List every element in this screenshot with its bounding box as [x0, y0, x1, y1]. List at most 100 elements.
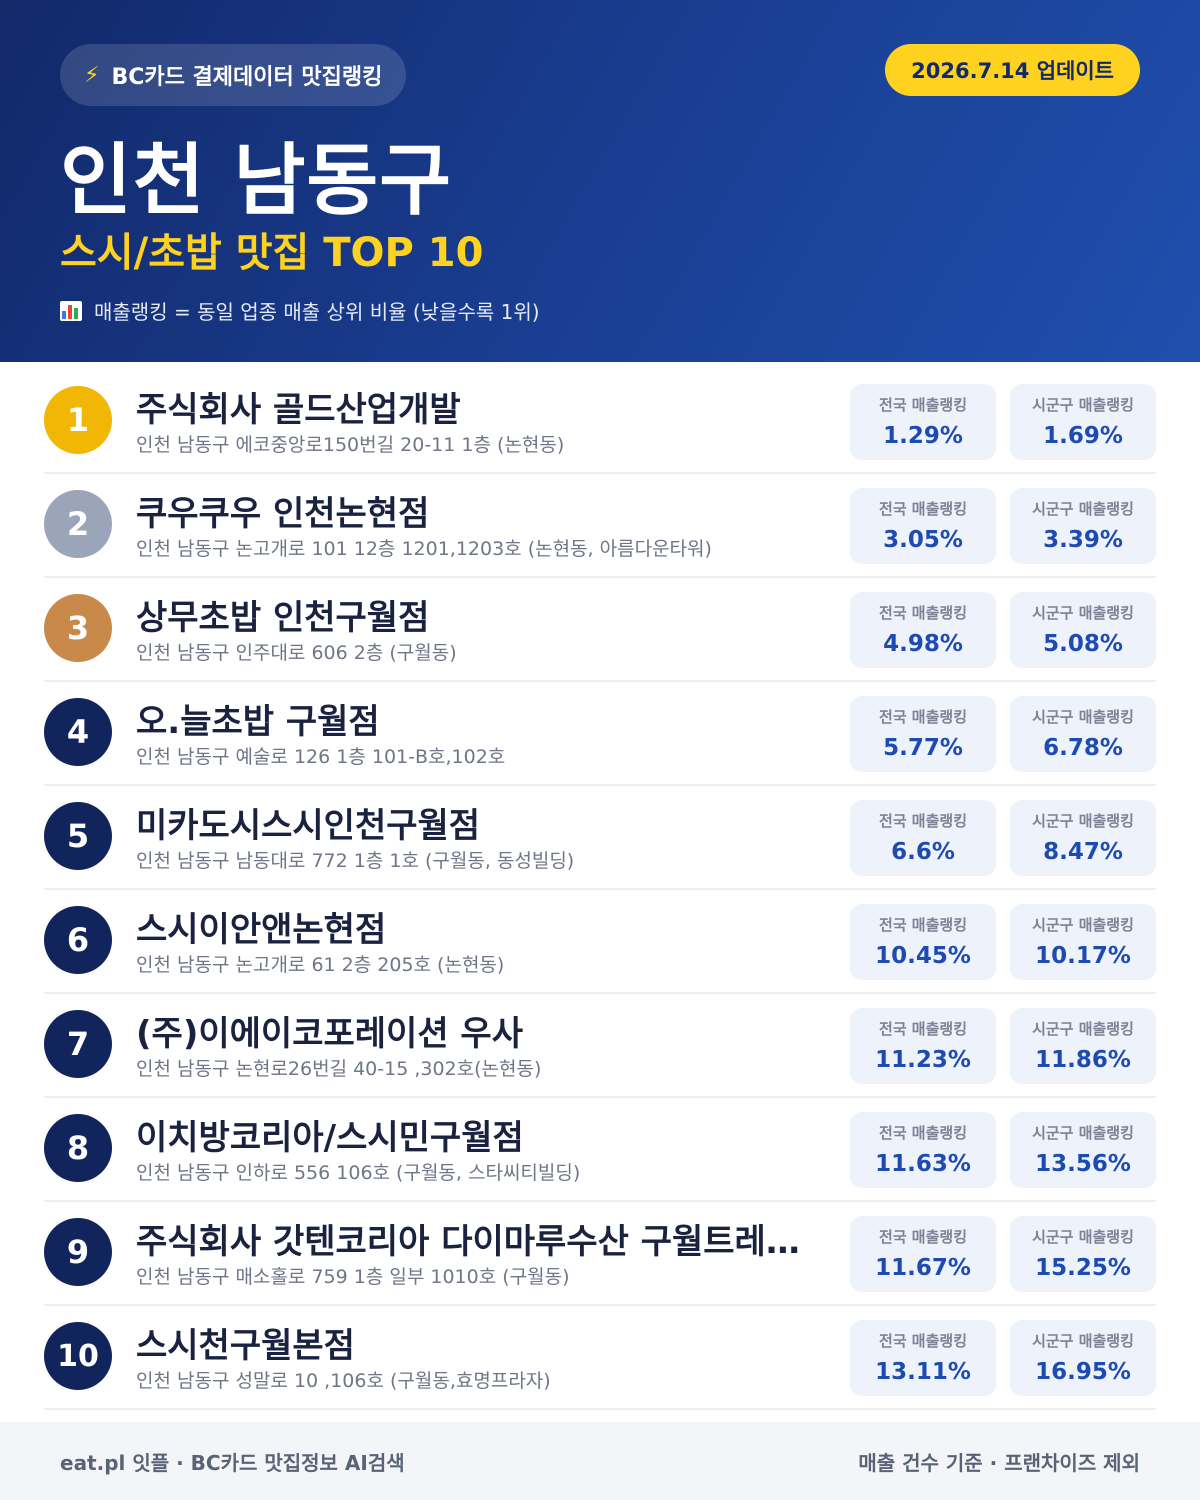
district-ranking-value: 16.95%: [1035, 1359, 1131, 1385]
restaurant-address: 인천 남동구 예술로 126 1층 101-B호,102호: [136, 746, 506, 768]
district-ranking-box: 시군구 매출랭킹 15.25%: [1010, 1216, 1156, 1292]
rank-badge: 9: [44, 1218, 112, 1286]
restaurant-name[interactable]: 스시이안앤논현점: [136, 910, 387, 950]
header-banner: ⚡ BC카드 결제데이터 맛집랭킹 2026.7.14 업데이트 인천 남동구 …: [0, 0, 1200, 362]
national-ranking-label: 전국 매출랭킹: [878, 1332, 968, 1350]
restaurant-address: 인천 남동구 에코중앙로150번길 20-11 1층 (논현동): [136, 434, 565, 456]
page-title: 인천 남동구: [60, 136, 452, 226]
national-ranking-box: 전국 매출랭킹 11.63%: [850, 1112, 996, 1188]
district-ranking-box: 시군구 매출랭킹 3.39%: [1010, 488, 1156, 564]
district-ranking-box: 시군구 매출랭킹 5.08%: [1010, 592, 1156, 668]
restaurant-address: 인천 남동구 성말로 10 ,106호 (구월동,효명프라자): [136, 1370, 551, 1392]
list-item[interactable]: 4 오.늘초밥 구월점 인천 남동구 예술로 126 1층 101-B호,102호 전…: [44, 682, 1156, 786]
restaurant-name[interactable]: (주)이에이코포레이션 우사: [136, 1014, 523, 1054]
district-ranking-label: 시군구 매출랭킹: [1032, 1124, 1134, 1142]
rank-badge: 5: [44, 802, 112, 870]
national-ranking-value: 10.45%: [875, 943, 971, 969]
district-ranking-label: 시군구 매출랭킹: [1032, 708, 1134, 726]
district-ranking-value: 3.39%: [1043, 527, 1123, 553]
district-ranking-label: 시군구 매출랭킹: [1032, 1228, 1134, 1246]
page-subtitle: 스시/초밥 맛집 TOP 10: [60, 230, 484, 276]
rank-badge: 1: [44, 386, 112, 454]
national-ranking-value: 4.98%: [883, 631, 963, 657]
district-ranking-box: 시군구 매출랭킹 8.47%: [1010, 800, 1156, 876]
national-ranking-box: 전국 매출랭킹 13.11%: [850, 1320, 996, 1396]
district-ranking-label: 시군구 매출랭킹: [1032, 1332, 1134, 1350]
national-ranking-label: 전국 매출랭킹: [878, 1228, 968, 1246]
update-badge: 2026.7.14 업데이트: [885, 44, 1140, 96]
national-ranking-box: 전국 매출랭킹 6.6%: [850, 800, 996, 876]
rank-badge: 6: [44, 906, 112, 974]
footer: eat.pl 잇플 · BC카드 맛집정보 AI검색 매출 건수 기준 · 프랜…: [0, 1422, 1200, 1500]
restaurant-name[interactable]: 주식회사 갓텐코리아 다이마루수산 구월트레이…: [136, 1222, 826, 1262]
restaurant-name[interactable]: 오.늘초밥 구월점: [136, 702, 380, 742]
restaurant-address: 인천 남동구 남동대로 772 1층 1호 (구월동, 동성빌딩): [136, 850, 575, 872]
rank-badge: 8: [44, 1114, 112, 1182]
national-ranking-label: 전국 매출랭킹: [878, 1020, 968, 1038]
national-ranking-label: 전국 매출랭킹: [878, 500, 968, 518]
restaurant-name[interactable]: 이치방코리아/스시민구월점: [136, 1118, 524, 1158]
district-ranking-box: 시군구 매출랭킹 1.69%: [1010, 384, 1156, 460]
restaurant-address: 인천 남동구 인하로 556 106호 (구월동, 스타씨티빌딩): [136, 1162, 581, 1184]
ranking-note: 매출랭킹 = 동일 업종 매출 상위 비율 (낮을수록 1위): [60, 296, 540, 325]
national-ranking-label: 전국 매출랭킹: [878, 916, 968, 934]
ranking-note-text: 매출랭킹 = 동일 업종 매출 상위 비율 (낮을수록 1위): [94, 300, 540, 324]
restaurant-name[interactable]: 미카도시스시인천구월점: [136, 806, 481, 846]
national-ranking-label: 전국 매출랭킹: [878, 396, 968, 414]
district-ranking-label: 시군구 매출랭킹: [1032, 500, 1134, 518]
national-ranking-box: 전국 매출랭킹 10.45%: [850, 904, 996, 980]
district-ranking-box: 시군구 매출랭킹 11.86%: [1010, 1008, 1156, 1084]
district-ranking-label: 시군구 매출랭킹: [1032, 396, 1134, 414]
restaurant-name[interactable]: 주식회사 골드산업개발: [136, 390, 461, 430]
national-ranking-value: 5.77%: [883, 735, 963, 761]
restaurant-address: 인천 남동구 인주대로 606 2층 (구월동): [136, 642, 457, 664]
district-ranking-value: 5.08%: [1043, 631, 1123, 657]
district-ranking-value: 15.25%: [1035, 1255, 1131, 1281]
national-ranking-value: 13.11%: [875, 1359, 971, 1385]
rank-badge: 10: [44, 1322, 112, 1390]
national-ranking-box: 전국 매출랭킹 3.05%: [850, 488, 996, 564]
district-ranking-box: 시군구 매출랭킹 6.78%: [1010, 696, 1156, 772]
restaurant-address: 인천 남동구 논현로26번길 40-15 ,302호(논현동): [136, 1058, 542, 1080]
list-item[interactable]: 2 쿠우쿠우 인천논현점 인천 남동구 논고개로 101 12층 1201,1203…: [44, 474, 1156, 578]
national-ranking-value: 6.6%: [891, 839, 955, 865]
national-ranking-label: 전국 매출랭킹: [878, 1124, 968, 1142]
national-ranking-label: 전국 매출랭킹: [878, 604, 968, 622]
district-ranking-label: 시군구 매출랭킹: [1032, 916, 1134, 934]
district-ranking-label: 시군구 매출랭킹: [1032, 812, 1134, 830]
rank-badge: 7: [44, 1010, 112, 1078]
national-ranking-value: 1.29%: [883, 423, 963, 449]
footer-criteria: 매출 건수 기준 · 프랜차이즈 제외: [858, 1450, 1140, 1475]
restaurant-name[interactable]: 쿠우쿠우 인천논현점: [136, 494, 430, 534]
national-ranking-box: 전국 매출랭킹 5.77%: [850, 696, 996, 772]
district-ranking-box: 시군구 매출랭킹 13.56%: [1010, 1112, 1156, 1188]
rank-badge: 3: [44, 594, 112, 662]
rank-badge: 2: [44, 490, 112, 558]
national-ranking-box: 전국 매출랭킹 11.23%: [850, 1008, 996, 1084]
district-ranking-label: 시군구 매출랭킹: [1032, 604, 1134, 622]
bar-chart-icon: [60, 300, 82, 321]
district-ranking-value: 1.69%: [1043, 423, 1123, 449]
restaurant-address: 인천 남동구 논고개로 61 2층 205호 (논현동): [136, 954, 505, 976]
restaurant-name[interactable]: 상무초밥 인천구월점: [136, 598, 430, 638]
national-ranking-value: 11.23%: [875, 1047, 971, 1073]
district-ranking-box: 시군구 매출랭킹 16.95%: [1010, 1320, 1156, 1396]
restaurant-name[interactable]: 스시천구월본점: [136, 1326, 355, 1366]
district-ranking-value: 6.78%: [1043, 735, 1123, 761]
district-ranking-box: 시군구 매출랭킹 10.17%: [1010, 904, 1156, 980]
national-ranking-box: 전국 매출랭킹 1.29%: [850, 384, 996, 460]
national-ranking-value: 3.05%: [883, 527, 963, 553]
list-item[interactable]: 9 주식회사 갓텐코리아 다이마루수산 구월트레이… 인천 남동구 매소홀로 759…: [44, 1202, 1156, 1306]
lightning-icon: ⚡: [84, 62, 100, 88]
restaurant-address: 인천 남동구 매소홀로 759 1층 일부 1010호 (구월동): [136, 1266, 570, 1288]
district-ranking-value: 13.56%: [1035, 1151, 1131, 1177]
national-ranking-value: 11.67%: [875, 1255, 971, 1281]
